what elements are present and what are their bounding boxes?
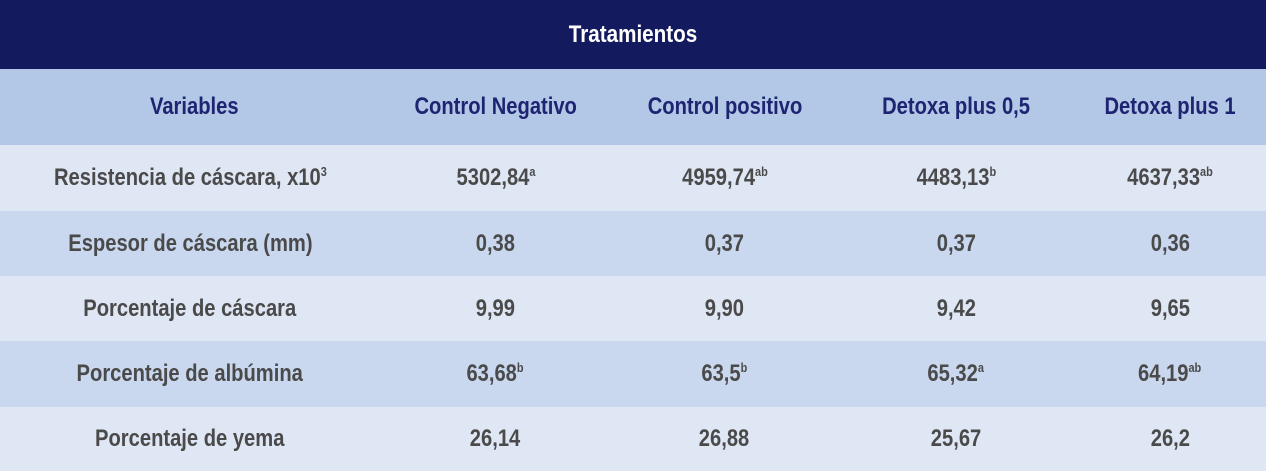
- row-label: Resistencia de cáscara, x103: [53, 164, 327, 191]
- table-cell: 63,5b: [701, 360, 748, 387]
- column-header-detoxa-1: Detoxa plus 1: [1104, 93, 1236, 120]
- table-cell: 0,37: [936, 229, 976, 257]
- table-cell: 9,90: [704, 294, 745, 322]
- table-cell: 5302,84a: [456, 164, 535, 191]
- table-cell: 9,99: [475, 294, 516, 322]
- table-cell: 63,68b: [466, 360, 525, 387]
- table-cell: 26,88: [699, 425, 750, 452]
- table-cell: 4483,13b: [916, 164, 996, 191]
- row-label: Porcentaje de albúmina: [76, 360, 304, 387]
- column-header-detoxa-0-5: Detoxa plus 0,5: [882, 93, 1030, 120]
- table-row: Resistencia de cáscara, x103 5302,84a 49…: [0, 145, 1266, 211]
- column-header-control-positivo: Control positivo: [647, 93, 802, 120]
- table-cell: 26,14: [470, 425, 521, 452]
- table-row: Porcentaje de albúmina 63,68b 63,5b 65,3…: [0, 341, 1266, 407]
- table-cell: 4959,74ab: [681, 164, 768, 191]
- table-cell: 9,42: [936, 294, 976, 322]
- table-cell: 0,38: [475, 229, 516, 257]
- row-label: Espesor de cáscara (mm): [67, 229, 313, 257]
- table-cell: 26,2: [1150, 425, 1190, 452]
- table-title: Tratamientos: [88, 0, 1178, 69]
- table-cell: 64,19ab: [1138, 360, 1202, 387]
- column-header-variables: Variables: [150, 93, 239, 120]
- row-label: Porcentaje de yema: [95, 425, 285, 452]
- table-row: Espesor de cáscara (mm) 0,38 0,37 0,37 0…: [0, 211, 1266, 276]
- table-cell: 9,65: [1150, 294, 1190, 322]
- table-row: Porcentaje de yema 26,14 26,88 25,67 26,…: [0, 407, 1266, 471]
- table-cell: 0,37: [704, 229, 745, 257]
- header-row: Variables Control Negativo Control posit…: [0, 69, 1266, 145]
- table-row: Porcentaje de cáscara 9,99 9,90 9,42 9,6…: [0, 276, 1266, 341]
- table-cell: 4637,33ab: [1127, 164, 1213, 191]
- table-cell: 0,36: [1150, 229, 1190, 257]
- table-title-banner: Tratamientos: [0, 0, 1266, 69]
- row-label: Porcentaje de cáscara: [83, 294, 297, 322]
- column-header-control-negativo: Control Negativo: [414, 93, 577, 120]
- table-cell: 25,67: [930, 425, 982, 452]
- table-cell: 65,32a: [927, 360, 985, 387]
